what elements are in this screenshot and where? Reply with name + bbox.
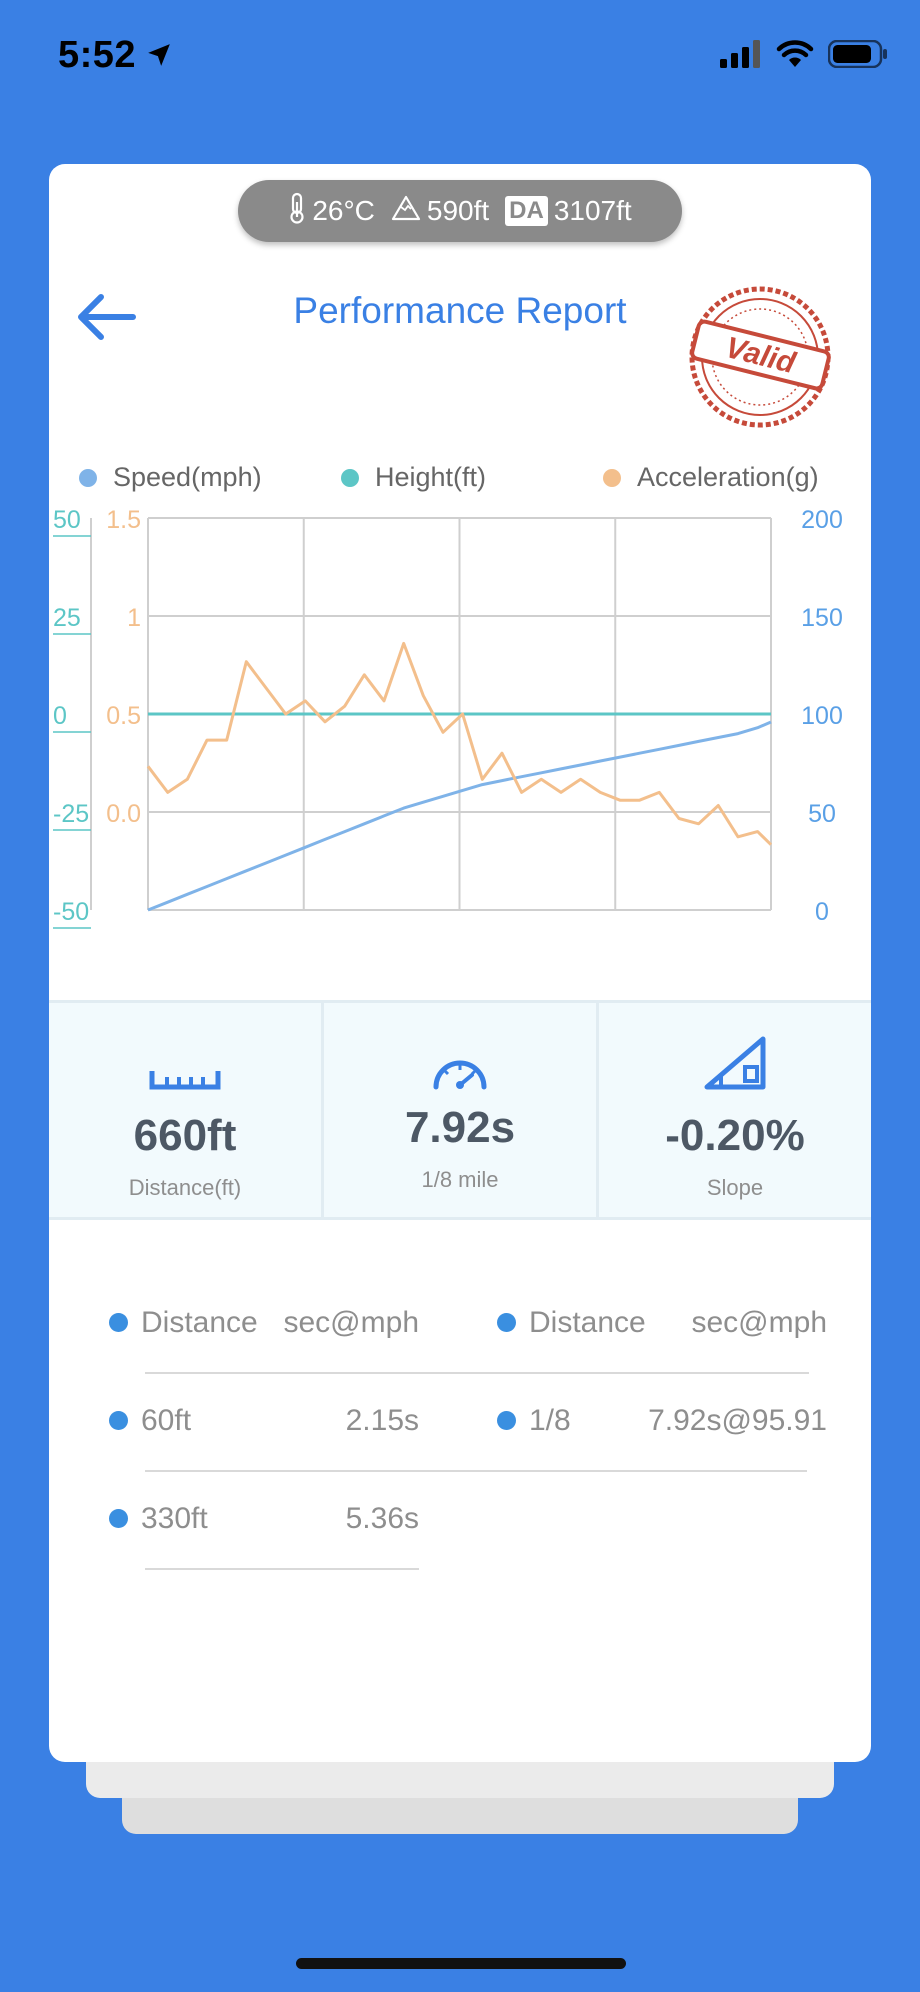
height-axis-tick: -50 [53,898,89,926]
speed-axis-tick: 150 [801,604,843,632]
acceleration-axis-tick: 0.0 [106,800,141,828]
density-altitude-badge: DA [505,196,548,226]
back-button[interactable] [71,284,141,354]
legend-label-speed: Speed(mph) [113,462,262,492]
split-row: 60ft 2.15s [79,1374,419,1472]
split-distance: 330ft [141,1502,208,1535]
split-distance: 1/8 [529,1404,571,1437]
speed-axis-tick: 50 [808,800,836,828]
legend-item-acceleration: Acceleration(g) [603,462,819,493]
split-time: 2.15s [345,1404,419,1437]
split-header-row: Distance sec@mph [467,1276,827,1374]
height-axis-tick: -25 [53,800,89,828]
mountain-icon [391,195,421,228]
cellular-signal-icon [720,40,762,73]
split-time: 7.92s@95.91 [648,1404,827,1437]
split-time: 5.36s [345,1502,419,1535]
legend-dot-speed [79,468,97,487]
stat-distance-value: 660ft [133,1111,237,1160]
stats-panel: 660ft Distance(ft) 7.92s 1/8 mile [49,1000,871,1220]
speedometer-icon [324,1019,596,1091]
legend-item-height: Height(ft) [341,462,486,493]
acceleration-axis-tick: 1 [127,604,141,632]
legend-item-speed: Speed(mph) [79,462,262,493]
home-indicator [296,1958,626,1969]
stat-slope-label: Slope [706,1175,764,1200]
stat-time-label: 1/8 mile [421,1167,499,1192]
status-time: 5:52 [58,34,137,76]
divider [145,1372,809,1374]
wifi-icon [776,40,814,73]
legend-dot-height [341,468,359,487]
divider [145,1470,419,1472]
status-bar: 5:52 [0,0,920,110]
split-row: 330ft 5.36s [79,1472,419,1570]
page-title: Performance Report [293,290,627,331]
split-distance: 60ft [141,1404,192,1437]
stat-time-value: 7.92s [404,1103,516,1152]
speed-axis-tick: 0 [815,898,829,926]
split-header-value: sec@mph [691,1306,828,1339]
height-axis-tick: 25 [53,604,81,632]
speed-series-line [147,720,772,912]
temperature-readout: 26°C [288,192,375,231]
thermometer-icon [288,192,306,231]
altitude-readout: 590ft [391,195,489,228]
bullet-dot [109,1313,128,1332]
bullet-dot [109,1411,128,1430]
split-header-row: Distance sec@mph [79,1276,809,1374]
bullet-dot [109,1509,128,1528]
chart-legend: Speed(mph) Height(ft) Acceleration(g) [49,462,871,502]
legend-dot-acceleration [603,468,621,487]
divider [145,1568,419,1570]
performance-report-card: 26°C 590ft DA 3107ft Performance Report [49,164,871,1762]
bullet-dot [497,1411,516,1430]
stat-time: 7.92s 1/8 mile [321,1003,596,1217]
valid-stamp: Valid [683,284,837,430]
split-column-left: Distance sec@mph 60ft 2.15s 330ft 5.36s [79,1276,809,1570]
density-altitude-value: 3107ft [553,195,632,226]
speed-axis-tick: 100 [801,702,843,730]
acceleration-axis-tick: 1.5 [106,506,141,534]
temperature-value: 26°C [312,195,375,226]
density-altitude-readout: DA 3107ft [505,195,632,227]
height-axis-tick: 50 [53,506,81,534]
bullet-dot [497,1313,516,1332]
back-arrow-icon [75,292,137,347]
split-header-value: sec@mph [283,1306,420,1339]
legend-label-acceleration: Acceleration(g) [637,462,819,492]
location-arrow-icon [146,42,172,73]
battery-icon [827,39,888,73]
split-column-right: Distance sec@mph 1/8 7.92s@95.91 [407,1276,827,1472]
chart-svg: 50 25 0 -25 -50 1.5 1 0.5 0.0 200 150 100 50 0 [53,506,843,929]
stat-distance: 660ft Distance(ft) [49,1003,321,1217]
slope-icon [599,1019,871,1091]
stat-slope-value: -0.20% [665,1111,805,1160]
performance-chart: 50 25 0 -25 -50 1.5 1 0.5 0.0 200 150 100 50 0 [49,504,871,944]
altitude-value: 590ft [426,195,490,226]
divider [407,1470,807,1472]
stat-distance-label: Distance(ft) [128,1175,242,1200]
ruler-icon [49,1019,321,1091]
environment-pill: 26°C 590ft DA 3107ft [238,180,682,242]
split-row: 1/8 7.92s@95.91 [407,1374,827,1472]
acceleration-axis-tick: 0.5 [106,702,141,730]
split-header-distance: Distance [529,1306,646,1339]
speed-axis-tick: 200 [801,506,843,534]
acceleration-series-line [146,641,773,846]
split-header-distance: Distance [141,1306,258,1339]
legend-label-height: Height(ft) [375,462,487,492]
stat-slope: -0.20% Slope [596,1003,871,1217]
height-axis-tick: 0 [53,702,67,730]
